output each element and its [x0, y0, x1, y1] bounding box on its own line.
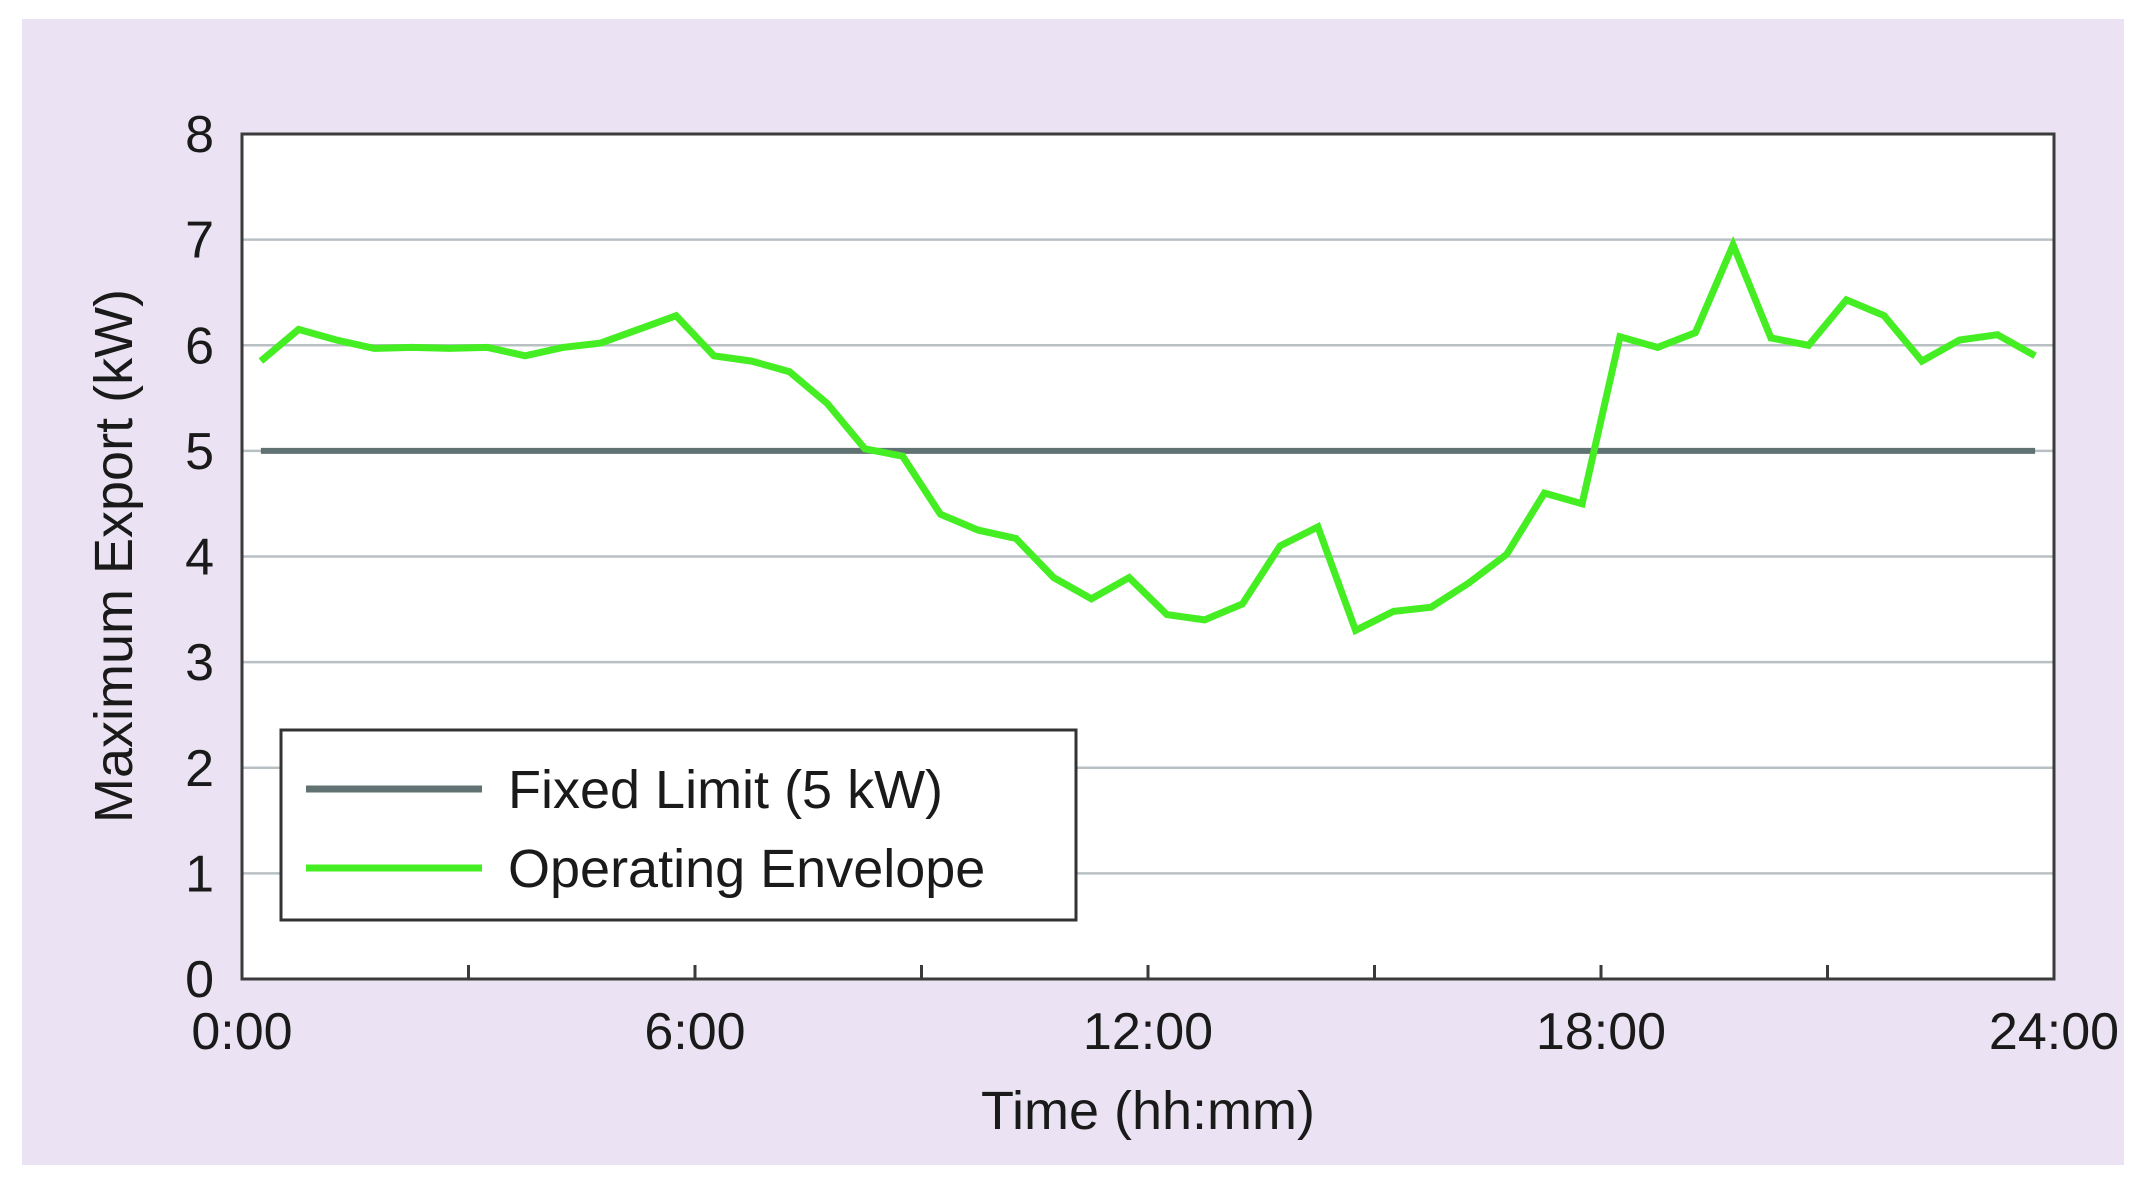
legend: Fixed Limit (5 kW) Operating Envelope	[279, 728, 1078, 922]
y-tick-label: 1	[185, 845, 214, 903]
y-tick-label: 7	[185, 212, 214, 270]
x-tick-label: 6:00	[644, 1003, 745, 1061]
series-line-operating-envelope	[258, 235, 2037, 636]
y-tick-label: 4	[185, 529, 214, 587]
legend-label-operating-envelope: Operating Envelope	[508, 839, 985, 899]
line-chart: 0 1 2 3 4 5 6 7 8 0:00 6:00 12:00 18:00 24:00 Time (h…	[84, 106, 2119, 1141]
x-tick-label: 0:00	[191, 1003, 292, 1061]
y-tick-label: 2	[185, 740, 214, 798]
x-axis-label: Time (hh:mm)	[981, 1081, 1315, 1141]
axis-ticks	[240, 965, 2056, 979]
legend-label-fixed-limit: Fixed Limit (5 kW)	[508, 760, 943, 820]
y-tick-label: 5	[185, 423, 214, 481]
series-lines	[258, 235, 2037, 636]
y-tick-label: 6	[185, 317, 214, 375]
tick-labels: 0 1 2 3 4 5 6 7 8 0:00 6:00 12:00 18:00 24:00	[185, 106, 2119, 1061]
figure-panel: 0 1 2 3 4 5 6 7 8 0:00 6:00 12:00 18:00 24:00 Time (h…	[22, 19, 2124, 1165]
y-axis-label: Maximum Export (kW)	[84, 289, 144, 823]
y-tick-label: 0	[185, 951, 214, 1009]
y-tick-label: 8	[185, 106, 214, 164]
legend-box	[279, 728, 1078, 922]
y-tick-label: 3	[185, 634, 214, 692]
x-tick-label: 24:00	[1989, 1003, 2119, 1061]
x-tick-label: 18:00	[1536, 1003, 1666, 1061]
x-tick-label: 12:00	[1083, 1003, 1213, 1061]
